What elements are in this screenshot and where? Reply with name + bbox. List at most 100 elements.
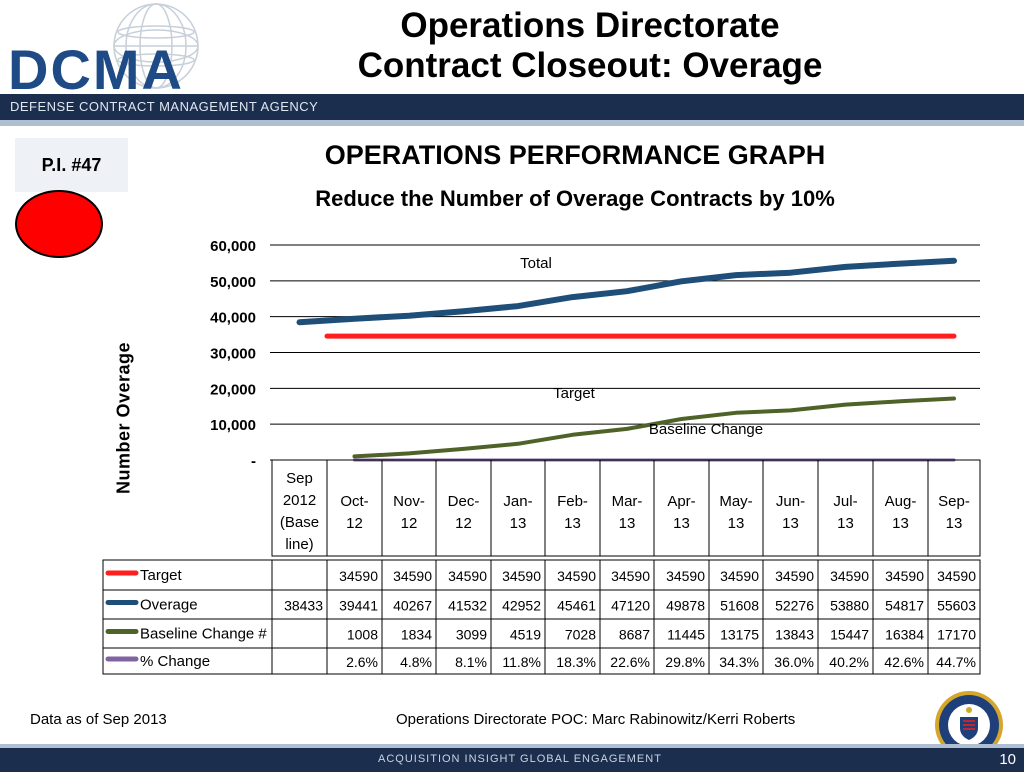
x-tick-label: (Base bbox=[280, 514, 319, 531]
agency-banner: DEFENSE CONTRACT MANAGEMENT AGENCY bbox=[0, 94, 1024, 126]
y-tick-label: 60,000 bbox=[210, 238, 256, 255]
graph-subtitle: Reduce the Number of Overage Contracts b… bbox=[315, 186, 835, 211]
slide-title-line1: Operations Directorate bbox=[400, 6, 780, 45]
category-header-frame bbox=[271, 459, 981, 557]
data-point bbox=[354, 318, 355, 320]
data-point bbox=[517, 335, 519, 337]
y-tick-label: 20,000 bbox=[210, 381, 256, 398]
table-cell: 55603 bbox=[937, 598, 976, 614]
x-tick-label: 12 bbox=[455, 515, 472, 532]
table-cell: 42.6% bbox=[884, 654, 924, 670]
table-cell: 41532 bbox=[448, 598, 487, 614]
data-point bbox=[790, 335, 791, 337]
data-point bbox=[572, 296, 573, 298]
table-cell: 34.3% bbox=[719, 654, 759, 670]
data-table-frame bbox=[102, 559, 981, 675]
data-point bbox=[735, 335, 737, 337]
data-point bbox=[299, 321, 300, 323]
chart-annotation: Total bbox=[520, 255, 552, 272]
data-point bbox=[408, 315, 410, 317]
x-tick-label: Sep bbox=[286, 470, 313, 487]
x-tick-label: 13 bbox=[892, 515, 909, 532]
data-point bbox=[681, 280, 682, 282]
table-row-header: Target bbox=[140, 567, 183, 584]
data-point bbox=[463, 335, 464, 337]
x-tick-label: Jun- bbox=[776, 493, 805, 510]
x-tick-label: Apr- bbox=[667, 493, 695, 510]
data-point bbox=[326, 335, 328, 337]
table-cell: 34590 bbox=[720, 568, 759, 584]
x-tick-label: 12 bbox=[346, 515, 363, 532]
slide-title: Operations Directorate Contract Closeout… bbox=[250, 6, 930, 86]
x-tick-label: Jul- bbox=[833, 493, 857, 510]
table-cell: 53880 bbox=[830, 598, 869, 614]
x-tick-label: Jan- bbox=[503, 493, 532, 510]
data-point bbox=[790, 272, 791, 274]
data-point bbox=[681, 418, 682, 420]
table-cell: 13175 bbox=[720, 627, 759, 643]
graph-title: OPERATIONS PERFORMANCE GRAPH bbox=[324, 140, 826, 170]
table-row-header: Baseline Change # bbox=[140, 626, 267, 643]
x-tick-label: Mar- bbox=[612, 493, 643, 510]
x-tick-label: line) bbox=[285, 536, 313, 553]
table-cell: 4.8% bbox=[400, 654, 432, 670]
table-cell: 13843 bbox=[775, 627, 814, 643]
table-cell: 16384 bbox=[885, 627, 924, 643]
table-cell: 45461 bbox=[557, 598, 596, 614]
x-tick-label: Dec- bbox=[448, 493, 480, 510]
data-point bbox=[735, 412, 737, 414]
data-point bbox=[408, 452, 410, 454]
table-cell: 7028 bbox=[565, 627, 596, 643]
tagline: ACQUISITION INSIGHT GLOBAL ENGAGEMENT bbox=[378, 753, 662, 765]
table-cell: 40267 bbox=[393, 598, 432, 614]
data-point bbox=[408, 335, 410, 337]
page-number: 10 bbox=[999, 751, 1016, 768]
table-cell: 11445 bbox=[667, 627, 705, 643]
x-tick-label: 2012 bbox=[283, 492, 316, 509]
table-cell: 29.8% bbox=[665, 654, 705, 670]
footer-banner: ACQUISITION INSIGHT GLOBAL ENGAGEMENT 10 bbox=[0, 744, 1024, 772]
data-point bbox=[517, 305, 519, 307]
data-point bbox=[572, 434, 573, 436]
x-tick-label: 13 bbox=[564, 515, 581, 532]
table-cell: 52276 bbox=[775, 598, 814, 614]
x-tick-label: 13 bbox=[619, 515, 636, 532]
table-cell: 34590 bbox=[775, 568, 814, 584]
chart-annotation: Target bbox=[553, 385, 596, 402]
dcma-logo: DCMA bbox=[8, 3, 199, 94]
x-tick-label: 12 bbox=[401, 515, 418, 532]
table-row-header: Overage bbox=[140, 597, 198, 614]
x-tick-label: Oct- bbox=[340, 493, 368, 510]
x-tick-label: Feb- bbox=[557, 493, 588, 510]
data-point bbox=[953, 397, 955, 399]
table-cell: 1834 bbox=[401, 627, 432, 643]
x-tick-label: Sep- bbox=[938, 493, 970, 510]
data-point bbox=[463, 310, 464, 312]
data-point bbox=[626, 290, 628, 292]
x-tick-label: 13 bbox=[782, 515, 799, 532]
table-cell: 18.3% bbox=[556, 654, 596, 670]
data-point bbox=[900, 335, 901, 337]
table-cell: 17170 bbox=[937, 627, 976, 643]
data-point bbox=[626, 428, 628, 430]
x-tick-label: Aug- bbox=[885, 493, 917, 510]
data-point bbox=[517, 443, 519, 445]
data-point bbox=[626, 335, 628, 337]
slide-title-line2: Contract Closeout: Overage bbox=[357, 46, 823, 85]
data-point bbox=[790, 409, 791, 411]
data-point bbox=[845, 266, 846, 268]
table-cell: 34590 bbox=[611, 568, 650, 584]
table-cell: 8687 bbox=[619, 627, 650, 643]
table-cell: 40.2% bbox=[829, 654, 869, 670]
table-cell: 34590 bbox=[666, 568, 705, 584]
data-point bbox=[953, 335, 955, 337]
table-cell: 34590 bbox=[557, 568, 596, 584]
x-tick-label: 13 bbox=[673, 515, 690, 532]
poc-contact: Operations Directorate POC: Marc Rabinow… bbox=[396, 711, 796, 728]
table-cell: 15447 bbox=[830, 627, 869, 643]
y-tick-label: 50,000 bbox=[210, 274, 256, 291]
x-tick-label: May- bbox=[719, 493, 752, 510]
x-tick-label: 13 bbox=[728, 515, 745, 532]
table-cell: 38433 bbox=[284, 598, 323, 614]
